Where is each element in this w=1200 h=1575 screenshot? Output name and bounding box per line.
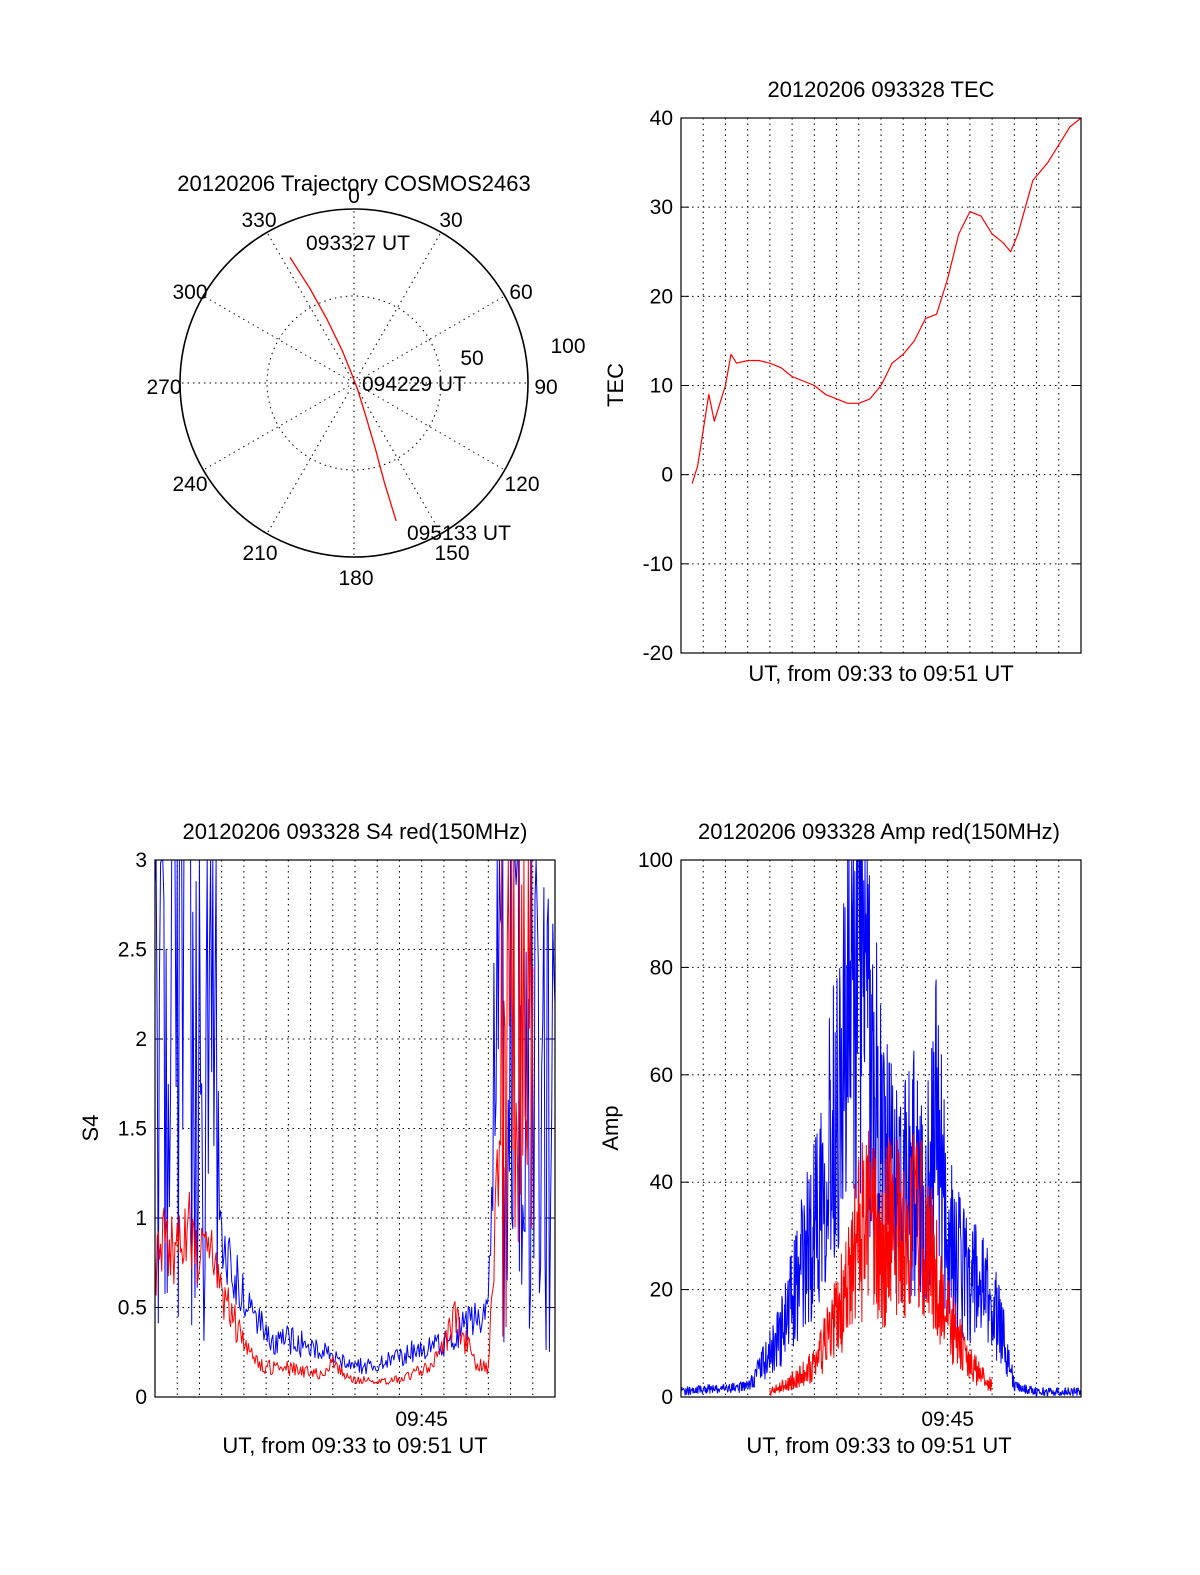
polar-angle-label-210: 210	[242, 542, 277, 565]
polar-angle-label-330: 330	[241, 209, 276, 232]
tec-grid	[681, 117, 1081, 654]
polar-spoke	[203, 382, 355, 471]
tec-plot-frame	[680, 117, 1082, 654]
s4-y-tick-label: 0.5	[118, 1297, 147, 1320]
polar-spoke	[353, 382, 442, 534]
s4-y-tick-label: 2	[135, 1028, 147, 1051]
amp-series-line-0	[680, 859, 1082, 1397]
amp-x-axis-label: UT, from 09:33 to 09:51 UT	[746, 1433, 1011, 1458]
s4-y-tick-label: 3	[135, 849, 147, 872]
tec-y-tick-label: 30	[650, 196, 673, 219]
amp-y-tick-label: 80	[650, 956, 673, 979]
trajectory-annotation-1: 094229 UT	[362, 373, 466, 396]
polar-angle-label-0: 0	[348, 185, 360, 208]
trajectory-line-0	[289, 257, 397, 522]
s4-y-tick-label: 0	[135, 1386, 147, 1409]
polar-angle-label-150: 150	[434, 542, 469, 565]
polar-spoke	[353, 295, 505, 384]
amp-y-tick-label: 40	[650, 1171, 673, 1194]
tec-y-tick-label: -10	[643, 553, 673, 576]
trajectory-annotations: 093327 UT 094229 UT 095133 UT	[306, 232, 511, 545]
polar-chart-title: 20120206 Trajectory COSMOS2463	[177, 171, 530, 196]
polar-angle-label-90: 90	[534, 376, 557, 399]
polar-angle-label-60: 60	[509, 281, 532, 304]
s4-x-axis-label: UT, from 09:33 to 09:51 UT	[222, 1433, 487, 1458]
amp-y-tick-label: 60	[650, 1064, 673, 1087]
polar-spoke	[353, 382, 505, 471]
tec-y-tick-label: 10	[650, 375, 673, 398]
polar-spoke	[203, 295, 355, 384]
trajectory-annotation-0: 093327 UT	[306, 232, 410, 255]
polar-angle-label-300: 300	[172, 281, 207, 304]
s4-series-line-1	[154, 859, 534, 1385]
tec-y-tick-label: -20	[643, 642, 673, 665]
tec-y-axis-label: TEC	[603, 363, 628, 407]
polar-grid	[179, 208, 529, 558]
polar-angle-label-270: 270	[146, 376, 181, 399]
amp-y-tick-label: 20	[650, 1279, 673, 1302]
tec-y-tick-label: 20	[650, 285, 673, 308]
trajectory-annotation-2: 095133 UT	[407, 522, 511, 545]
tec-chart-title: 20120206 093328 TEC	[767, 77, 994, 102]
tec-series	[691, 117, 1082, 484]
polar-spoke	[353, 232, 442, 384]
tec-line-chart: 20120206 093328 TEC UT, from 09:33 to 09…	[603, 77, 1082, 686]
s4-line-chart: 20120206 093328 S4 red(150MHz) UT, from …	[78, 819, 556, 1458]
s4-y-tick-labels: 0 0.5 1 1.5 2 2.5 3	[118, 849, 147, 1409]
tec-x-axis-label: UT, from 09:33 to 09:51 UT	[748, 661, 1013, 686]
tec-y-tick-label: 40	[650, 107, 673, 130]
s4-y-tick-label: 1	[135, 1207, 147, 1230]
amp-chart-title: 20120206 093328 Amp red(150MHz)	[698, 819, 1060, 844]
trajectory-polar-chart: 20120206 Trajectory COSMOS2463 0 30 60 90 12…	[146, 171, 585, 590]
s4-y-tick-label: 1.5	[118, 1118, 147, 1141]
polar-radius-label-50: 50	[460, 347, 483, 370]
polar-radius-label-100: 100	[550, 335, 585, 358]
amp-x-tick-label: 09:45	[921, 1408, 974, 1431]
polar-angle-label-30: 30	[439, 209, 462, 232]
tec-series-line-0	[691, 117, 1082, 484]
amp-x-tick-labels: 09:45	[921, 1408, 974, 1431]
s4-series-line-0	[154, 859, 556, 1375]
trajectory-series	[289, 257, 397, 522]
polar-radius-labels: 50 100	[460, 335, 585, 370]
tec-y-tick-label: 0	[661, 464, 673, 487]
amp-series	[680, 859, 1082, 1397]
s4-x-tick-labels: 09:45	[395, 1408, 448, 1431]
amp-y-tick-label: 100	[638, 849, 673, 872]
s4-chart-title: 20120206 093328 S4 red(150MHz)	[183, 819, 528, 844]
polar-angle-labels: 0 30 60 90 120 150 180 210 240 270 300 330	[146, 185, 557, 590]
polar-spoke	[266, 382, 355, 534]
s4-series	[154, 859, 556, 1385]
s4-y-axis-label: S4	[78, 1115, 103, 1142]
s4-plot-frame	[154, 859, 556, 1398]
tec-y-tick-labels: -20 -10 0 10 20 30 40	[643, 107, 673, 665]
polar-angle-label-240: 240	[172, 473, 207, 496]
amp-y-tick-label: 0	[661, 1386, 673, 1409]
s4-x-tick-label: 09:45	[395, 1408, 448, 1431]
amp-y-axis-label: Amp	[598, 1105, 623, 1150]
amp-y-tick-labels: 0 20 40 60 80 100	[638, 849, 673, 1409]
amp-line-chart: 20120206 093328 Amp red(150MHz) UT, from…	[598, 819, 1082, 1458]
amp-series-line-1	[769, 1130, 993, 1396]
amp-plot-frame	[680, 859, 1082, 1398]
polar-outer-ring	[179, 208, 529, 558]
polar-ring-50	[266, 295, 442, 471]
s4-y-tick-label: 2.5	[118, 939, 147, 962]
polar-spoke	[266, 232, 355, 384]
polar-angle-label-180: 180	[338, 567, 373, 590]
polar-angle-label-120: 120	[504, 473, 539, 496]
amp-grid	[681, 859, 1081, 1398]
